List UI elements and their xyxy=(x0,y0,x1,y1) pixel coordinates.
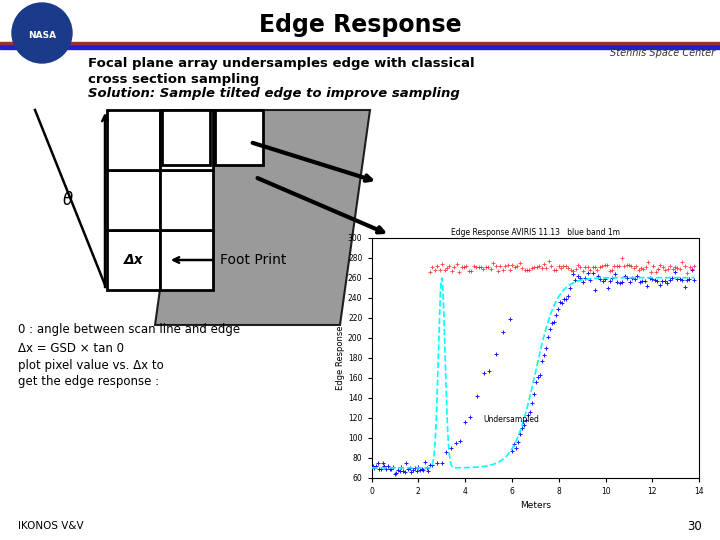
Text: Edge Response: Edge Response xyxy=(258,13,462,37)
Text: Solution: Sample tilted edge to improve sampling: Solution: Sample tilted edge to improve … xyxy=(88,87,460,100)
Text: Foot Print: Foot Print xyxy=(220,253,287,267)
Text: get the edge response :: get the edge response : xyxy=(18,375,159,388)
Circle shape xyxy=(15,6,69,60)
Bar xyxy=(215,110,263,165)
Text: Stennis Space Center: Stennis Space Center xyxy=(610,48,715,58)
Text: plot pixel value vs. Δx to: plot pixel value vs. Δx to xyxy=(18,360,163,373)
Text: NASA: NASA xyxy=(28,30,56,39)
Y-axis label: Edge Response: Edge Response xyxy=(336,326,345,390)
Polygon shape xyxy=(155,110,370,325)
Text: 30: 30 xyxy=(688,519,702,532)
Text: Δx: Δx xyxy=(124,253,143,267)
Text: Undersampled: Undersampled xyxy=(484,415,540,424)
Circle shape xyxy=(12,3,72,63)
Text: Focal plane array undersamples edge with classical: Focal plane array undersamples edge with… xyxy=(88,57,474,71)
Bar xyxy=(107,110,160,170)
Bar xyxy=(0,42,720,44)
Bar xyxy=(162,110,210,165)
Bar xyxy=(107,170,160,230)
Bar xyxy=(0,44,720,49)
Title: Edge Response AVIRIS 11.13   blue band 1m: Edge Response AVIRIS 11.13 blue band 1m xyxy=(451,228,620,237)
Text: cross section sampling: cross section sampling xyxy=(88,72,259,85)
Bar xyxy=(160,110,213,170)
Text: θ: θ xyxy=(63,191,73,209)
Text: IKONOS V&V: IKONOS V&V xyxy=(18,521,84,531)
X-axis label: Meters: Meters xyxy=(520,502,551,510)
Text: Δx = GSD × tan 0: Δx = GSD × tan 0 xyxy=(18,341,124,354)
Bar xyxy=(160,170,213,230)
Bar xyxy=(160,230,213,290)
Bar xyxy=(107,230,160,290)
Text: 0 : angle between scan line and edge: 0 : angle between scan line and edge xyxy=(18,323,240,336)
